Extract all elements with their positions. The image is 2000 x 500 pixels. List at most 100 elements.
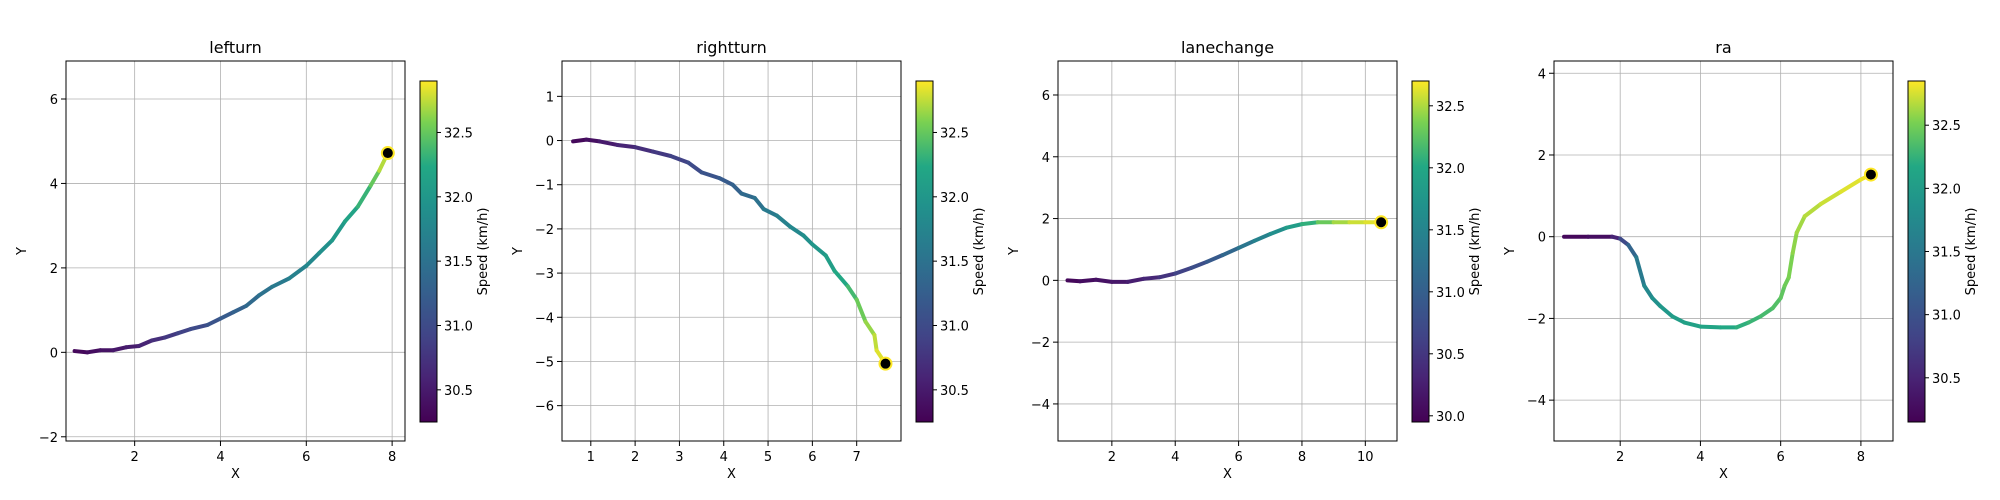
trajectory-segment [1682, 320, 1703, 329]
trajectory-segment [244, 293, 262, 308]
trajectory-segment [571, 137, 589, 144]
grid [66, 61, 405, 441]
x-tick-label: 3 [675, 450, 683, 465]
trajectory-segment [1299, 220, 1320, 227]
trajectory-segment [1658, 304, 1675, 319]
trajectory-segment [1838, 177, 1863, 194]
y-tick-label: 4 [50, 177, 58, 192]
x-tick-label: 5 [764, 450, 772, 465]
colorbar-tick-label: 32.0 [940, 191, 969, 206]
trajectory-segment [1157, 271, 1178, 280]
trajectory-segment [218, 310, 236, 321]
trajectory-segment [1734, 320, 1751, 330]
plot-title: rightturn [696, 38, 766, 57]
y-tick-label: −2 [1031, 336, 1050, 351]
trajectory-segment [1786, 251, 1795, 280]
trajectory-segment [1818, 189, 1843, 207]
colorbar-label: Speed (km/h) [972, 208, 987, 296]
y-tick-label: −2 [1527, 312, 1546, 327]
trajectory-segment [1220, 245, 1241, 258]
y-tick-label: 4 [1538, 67, 1546, 82]
colorbar-tick-label: 31.5 [1436, 224, 1465, 239]
trajectory-segment [1094, 277, 1114, 284]
trajectory-segment [788, 224, 806, 238]
trajectory-segment [317, 238, 335, 256]
colorbar-tick-label: 31.0 [444, 319, 473, 334]
x-tick-label: 6 [302, 450, 310, 465]
grid [562, 61, 901, 441]
subplots: 2 4 6 8 −2 0 2 4 6 lefturn X Y 30.5 31.0 31.5 32.0 32.5 S… [15, 38, 1979, 482]
x-tick-label: 4 [1696, 450, 1704, 465]
colorbar-label: Speed (km/h) [1468, 208, 1483, 296]
trajectory-segment [304, 251, 322, 268]
plot-title: ra [1715, 38, 1731, 57]
trajectory [1562, 172, 1873, 330]
y-tick-label: −2 [535, 223, 554, 238]
trajectory-segment [1794, 214, 1807, 235]
end-point-marker [1374, 215, 1389, 230]
trajectory-segment [1670, 314, 1687, 325]
colorbar-tick-label: 32.5 [444, 126, 473, 141]
trajectory-segment [823, 253, 837, 273]
trajectory-segment [342, 204, 360, 224]
trajectory-segment [136, 338, 154, 348]
trajectory-segment [801, 233, 815, 247]
colorbar-tick-label: 32.5 [1436, 100, 1465, 115]
trajectory-segment [597, 139, 620, 147]
trajectory [72, 151, 390, 355]
trajectory-segment [1790, 230, 1799, 256]
trajectory-segment [739, 191, 757, 200]
trajectory-segment [1252, 232, 1273, 243]
y-tick-label: −4 [1031, 398, 1050, 413]
y-tick-label: −3 [535, 267, 554, 282]
axes-frame [65, 60, 406, 442]
trajectory-segment [1125, 276, 1146, 284]
colorbar-tick-label: 32.5 [1932, 119, 1961, 134]
trajectory-segment [355, 183, 373, 209]
trajectory-segment [730, 182, 744, 196]
y-axis-label: Y [1503, 247, 1518, 256]
y-tick-label: 6 [50, 93, 58, 108]
trajectory-segment [1204, 253, 1225, 264]
x-tick-label: 7 [853, 450, 861, 465]
axes-frame [561, 60, 902, 442]
end-point-marker [380, 146, 395, 161]
x-tick-label: 2 [131, 450, 139, 465]
y-tick-label: −5 [535, 355, 554, 370]
x-axis-label: X [231, 467, 240, 482]
trajectory-segment [774, 213, 793, 229]
trajectory-segment [1141, 275, 1162, 281]
trajectory-segment [1268, 225, 1289, 237]
trajectory-segment [124, 344, 141, 350]
trajectory-segment [162, 331, 180, 340]
trajectory-segment [188, 322, 210, 332]
y-axis-label: Y [1007, 247, 1022, 256]
colorbar-tick-label: 32.0 [444, 191, 473, 206]
trajectory [1065, 220, 1384, 284]
plot-title: lefturn [209, 38, 262, 57]
trajectory-segment [1698, 324, 1723, 330]
trajectory-segment [1770, 295, 1783, 311]
colorbar-tick-label: 31.0 [940, 319, 969, 334]
colorbar: 30.5 31.0 31.5 32.0 32.5 Speed (km/h) [915, 80, 987, 423]
x-axis-label: X [727, 467, 736, 482]
colorbar-tick-label: 30.5 [1932, 372, 1961, 387]
x-tick-label: 2 [1616, 450, 1624, 465]
trajectory-segment [717, 176, 735, 187]
trajectory-segment [1778, 283, 1787, 300]
trajectory-segment [863, 319, 877, 337]
x-tick-label: 8 [1857, 450, 1865, 465]
x-tick-label: 2 [631, 450, 639, 465]
end-point-marker [878, 356, 893, 371]
trajectory-segment [1236, 238, 1257, 250]
trajectory-segment [761, 207, 779, 218]
trajectory-segment [1626, 242, 1639, 260]
trajectory-segment [1065, 278, 1083, 284]
colorbar-tick-label: 31.5 [444, 255, 473, 270]
trajectory-segment [845, 284, 859, 302]
trajectory-segment [854, 297, 868, 324]
trajectory-segment [1802, 202, 1823, 219]
colorbar-scale [419, 80, 438, 423]
trajectory-segment [1634, 255, 1647, 288]
y-tick-label: 2 [50, 262, 58, 277]
